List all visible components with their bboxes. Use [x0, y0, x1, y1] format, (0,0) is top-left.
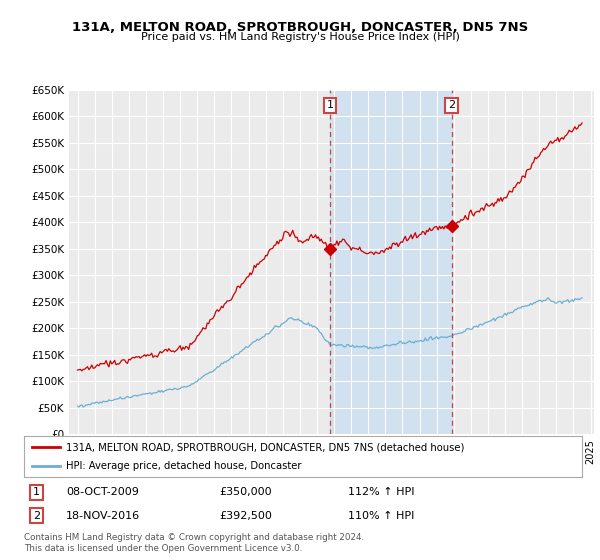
Text: 1: 1 [33, 487, 40, 497]
Text: Contains HM Land Registry data © Crown copyright and database right 2024.
This d: Contains HM Land Registry data © Crown c… [24, 533, 364, 553]
Text: Price paid vs. HM Land Registry's House Price Index (HPI): Price paid vs. HM Land Registry's House … [140, 32, 460, 43]
Text: 112% ↑ HPI: 112% ↑ HPI [347, 487, 414, 497]
Text: 2: 2 [448, 100, 455, 110]
Text: 18-NOV-2016: 18-NOV-2016 [66, 511, 140, 521]
Text: 110% ↑ HPI: 110% ↑ HPI [347, 511, 414, 521]
Text: HPI: Average price, detached house, Doncaster: HPI: Average price, detached house, Donc… [66, 461, 301, 471]
Bar [330, 90, 452, 434]
Text: 08-OCT-2009: 08-OCT-2009 [66, 487, 139, 497]
Text: £350,000: £350,000 [220, 487, 272, 497]
Text: 1: 1 [326, 100, 334, 110]
Text: 131A, MELTON ROAD, SPROTBROUGH, DONCASTER, DN5 7NS (detached house): 131A, MELTON ROAD, SPROTBROUGH, DONCASTE… [66, 442, 464, 452]
Text: £392,500: £392,500 [220, 511, 272, 521]
Text: 131A, MELTON ROAD, SPROTBROUGH, DONCASTER, DN5 7NS: 131A, MELTON ROAD, SPROTBROUGH, DONCASTE… [72, 21, 528, 34]
Text: 2: 2 [33, 511, 40, 521]
